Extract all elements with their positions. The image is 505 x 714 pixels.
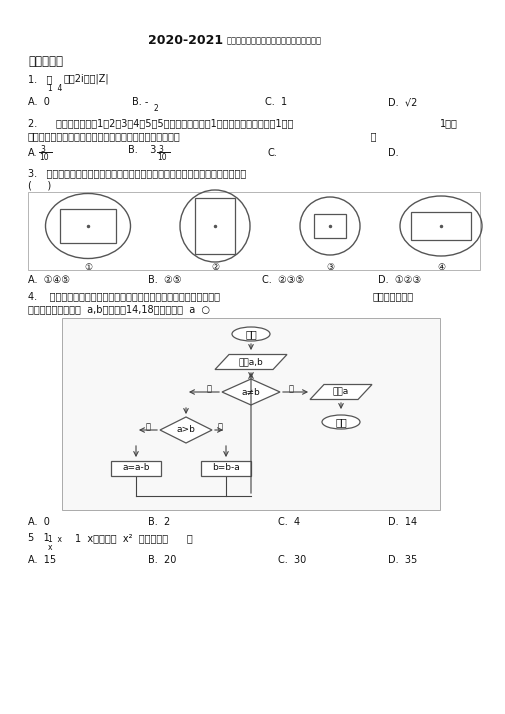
Text: 2020-2021: 2020-2021 [148,34,223,47]
Text: B.    3: B. 3 [128,145,157,155]
Text: 则抽到的第一张卡片上的数字不大于第二张卡片的概率是（: 则抽到的第一张卡片上的数字不大于第二张卡片的概率是（ [28,131,181,141]
Polygon shape [215,354,287,370]
Text: C.  30: C. 30 [278,555,306,565]
Text: 该程序框图，若输入  a,b分别为14,18，则输出的  a  ○: 该程序框图，若输入 a,b分别为14,18，则输出的 a ○ [28,304,210,314]
Text: 否: 否 [218,422,223,431]
Text: (     ): ( ) [28,180,51,190]
Text: 结束: 结束 [335,417,347,427]
Bar [201,461,251,476]
Text: B. -: B. - [132,97,148,107]
Text: x: x [48,543,53,552]
Text: 3: 3 [158,145,163,154]
Text: 是: 是 [207,384,212,393]
Text: C.  ②③⑤: C. ②③⑤ [262,275,304,285]
Text: D.  √2: D. √2 [388,97,417,107]
Text: 是: 是 [145,422,150,431]
Text: C.: C. [268,148,278,158]
Bar [28,192,480,270]
Text: B.  2: B. 2 [148,517,170,527]
Bar [62,318,440,510]
Text: C.  4: C. 4 [278,517,300,527]
Text: a=a-b: a=a-b [122,463,150,473]
Text: 1  x展开式中  x²  的系数为（      ）: 1 x展开式中 x² 的系数为（ ） [75,533,193,543]
Text: B.  ②⑤: B. ②⑤ [148,275,181,285]
Text: a>b: a>b [177,426,195,435]
Text: C.  1: C. 1 [265,97,287,107]
Text: b=b-a: b=b-a [212,463,240,473]
Text: 10: 10 [157,153,167,162]
Text: 否: 否 [288,384,293,393]
Text: D.  35: D. 35 [388,555,417,565]
Text: 立为2i，则|Z|: 立为2i，则|Z| [64,74,110,84]
Text: ②: ② [211,263,219,272]
Text: 1.   设: 1. 设 [28,74,53,84]
Text: 输出a: 输出a [333,388,349,396]
Text: A.: A. [28,148,37,158]
Text: 3: 3 [40,145,45,154]
Text: 4.    右边程序框图的算法思路源于我国古代数学名著《九章算术》中的: 4. 右边程序框图的算法思路源于我国古代数学名著《九章算术》中的 [28,291,220,301]
Polygon shape [222,379,280,405]
Text: D.  14: D. 14 [388,517,417,527]
Text: 1  4: 1 4 [48,84,63,93]
Text: A.  0: A. 0 [28,517,50,527]
Bar [60,209,116,243]
Polygon shape [310,385,372,400]
Text: 10: 10 [39,153,48,162]
Text: 开始: 开始 [245,329,257,339]
Text: 更相减搏术执行: 更相减搏术执行 [373,291,414,301]
Text: ）: ） [305,131,377,141]
Bar [411,212,471,240]
Text: D.: D. [388,148,398,158]
Text: A.  0: A. 0 [28,97,50,107]
Text: A.  15: A. 15 [28,555,56,565]
Text: 输入a,b: 输入a,b [239,358,264,366]
Text: 2.      从分别写有数字1，2，3，4，5的5张卡片中随机抽厖1张，放回后再随机抽厖1张，: 2. 从分别写有数字1，2，3，4，5的5张卡片中随机抽厖1张，放回后再随机抽厖… [28,118,293,128]
Bar [111,461,161,476]
Text: ③: ③ [326,263,334,272]
Text: 一、选择题: 一、选择题 [28,55,63,68]
Ellipse shape [322,415,360,429]
Ellipse shape [232,327,270,341]
Polygon shape [160,417,212,443]
Text: ①: ① [84,263,92,272]
Bar [314,214,346,238]
Text: a≠b: a≠b [241,388,261,396]
Text: 1张。: 1张。 [440,118,458,128]
Text: 佛山市高三数学下期末一模试卷（含答案）: 佛山市高三数学下期末一模试卷（含答案） [227,36,322,45]
Text: A.  ①④⑤: A. ①④⑤ [28,275,70,285]
Text: D.  ①②③: D. ①②③ [378,275,421,285]
Text: 3.   一个正方体内接一个球，过球心作一个截面，如图所示，则截面的可能图形是: 3. 一个正方体内接一个球，过球心作一个截面，如图所示，则截面的可能图形是 [28,168,246,178]
Text: 1  x: 1 x [48,535,62,544]
Text: 2: 2 [154,104,159,113]
Bar [195,198,235,254]
Text: B.  20: B. 20 [148,555,176,565]
Text: ④: ④ [437,263,445,272]
Text: 5   1: 5 1 [28,533,50,543]
